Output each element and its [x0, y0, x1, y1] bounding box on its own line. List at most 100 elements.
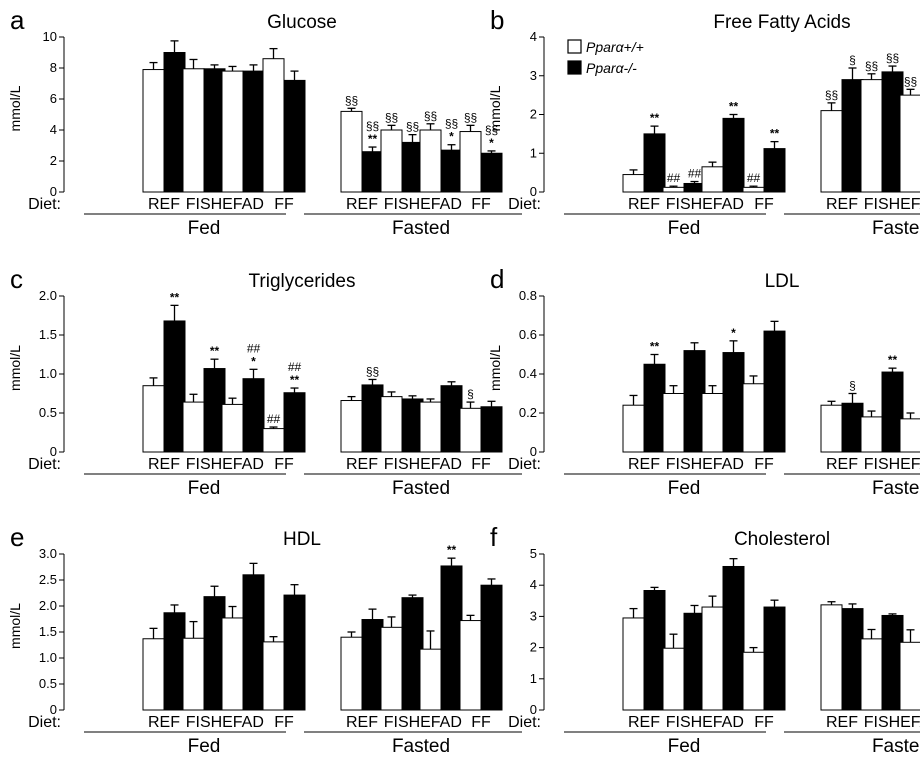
bar-wt	[262, 641, 285, 711]
bar-ko	[841, 79, 864, 193]
bar-ko	[361, 151, 384, 193]
y-axis-label: mmol/L	[7, 603, 23, 649]
category-label: FISH	[384, 196, 420, 213]
group-label: Fasted	[392, 736, 450, 757]
y-axis-label: mmol/L	[487, 603, 503, 649]
bar-ko	[763, 606, 786, 711]
diet-label: Diet:	[508, 714, 541, 731]
chart-title: Free Fatty Acids	[713, 12, 850, 33]
chart-title: LDL	[765, 271, 800, 292]
bar-wt	[380, 626, 403, 711]
category-label: FISH	[186, 196, 222, 213]
legend: Pparα+/+ Pparα-/-	[567, 39, 644, 76]
bar-wt	[899, 94, 920, 193]
diet-label: Diet:	[28, 196, 61, 213]
bar-ko	[242, 70, 265, 193]
bar-ko	[841, 402, 864, 453]
group-label: Fed	[188, 736, 221, 757]
bar-wt	[182, 637, 205, 711]
bar-wt	[899, 418, 920, 453]
group-label: Fasted	[392, 218, 450, 239]
category-label: REF	[826, 714, 858, 731]
category-label: EFAD	[900, 196, 920, 213]
bar-wt	[142, 638, 165, 711]
bar-ko	[283, 594, 306, 711]
bar-wt	[142, 69, 165, 193]
legend-label-ko: Pparα-/-	[586, 60, 637, 76]
y-tick-label: 3	[530, 608, 537, 623]
significance-mark: §§	[886, 51, 899, 65]
category-label: REF	[148, 714, 180, 731]
y-tick-label: 6	[50, 91, 57, 106]
group-label: Fasted	[872, 218, 920, 239]
y-tick-label: 0.4	[519, 366, 537, 381]
y-tick-label: 8	[50, 60, 57, 75]
y-tick-label: 10	[43, 29, 57, 44]
group-label: Fasted	[872, 478, 920, 499]
y-tick-label: 4	[50, 122, 57, 137]
bar-ko	[722, 352, 745, 453]
significance-mark: **	[447, 543, 457, 557]
bar-wt	[419, 129, 442, 193]
bar-ko	[763, 330, 786, 453]
category-label: REF	[346, 714, 378, 731]
category-label: FF	[754, 456, 774, 473]
y-tick-label: 0	[50, 702, 57, 717]
group-label: Fed	[668, 218, 701, 239]
category-label: EFAD	[900, 456, 920, 473]
panel-letter: b	[490, 5, 504, 35]
y-tick-label: 2	[530, 640, 537, 655]
significance-mark: §§	[345, 93, 358, 107]
y-tick-label: 0	[530, 702, 537, 717]
significance-mark: ##	[267, 412, 281, 426]
significance-mark: *	[449, 130, 454, 144]
category-label: FF	[274, 714, 294, 731]
bar-ko	[440, 149, 463, 193]
group-label: Fed	[188, 218, 221, 239]
panel-letter: a	[10, 5, 25, 35]
panel-letter: c	[10, 264, 23, 294]
category-label: FF	[471, 714, 491, 731]
y-tick-label: 0	[530, 184, 537, 199]
bar-wt	[262, 428, 285, 453]
bar-wt	[701, 393, 724, 453]
category-label: REF	[628, 714, 660, 731]
category-label: REF	[826, 196, 858, 213]
category-label: FISH	[384, 714, 420, 731]
category-label: REF	[346, 196, 378, 213]
category-label: REF	[346, 456, 378, 473]
y-tick-label: 1.0	[39, 366, 57, 381]
diet-label: Diet:	[28, 714, 61, 731]
bar-ko	[440, 565, 463, 711]
bar-wt	[221, 617, 244, 711]
bar-wt	[701, 166, 724, 193]
bar-wt	[622, 617, 645, 711]
category-label: FISH	[384, 456, 420, 473]
panel-letter: e	[10, 522, 24, 552]
bar-wt	[860, 416, 883, 453]
y-tick-label: 0.5	[39, 405, 57, 420]
y-tick-label: 4	[530, 29, 537, 44]
bar-wt	[820, 110, 843, 193]
bar-wt	[662, 186, 685, 193]
bar-wt	[742, 383, 765, 453]
significance-mark: §§	[904, 74, 917, 88]
significance-mark: §§	[485, 123, 498, 137]
category-label: EFAD	[900, 714, 920, 731]
category-label: FISH	[186, 456, 222, 473]
bar-ko	[361, 619, 384, 711]
bar-wt	[182, 401, 205, 453]
group-label: Fasted	[872, 736, 920, 757]
category-label: FISH	[864, 196, 900, 213]
y-tick-label: 1.5	[39, 624, 57, 639]
legend-swatch-wt	[567, 39, 582, 54]
y-tick-label: 2.0	[39, 288, 57, 303]
bar-wt	[340, 110, 363, 193]
chart-title: Cholesterol	[734, 529, 830, 550]
bar-wt	[459, 620, 482, 711]
bar-ko	[480, 152, 503, 193]
bar-ko	[643, 590, 666, 711]
significance-mark: §§	[406, 120, 419, 134]
bar-ko	[480, 406, 503, 453]
